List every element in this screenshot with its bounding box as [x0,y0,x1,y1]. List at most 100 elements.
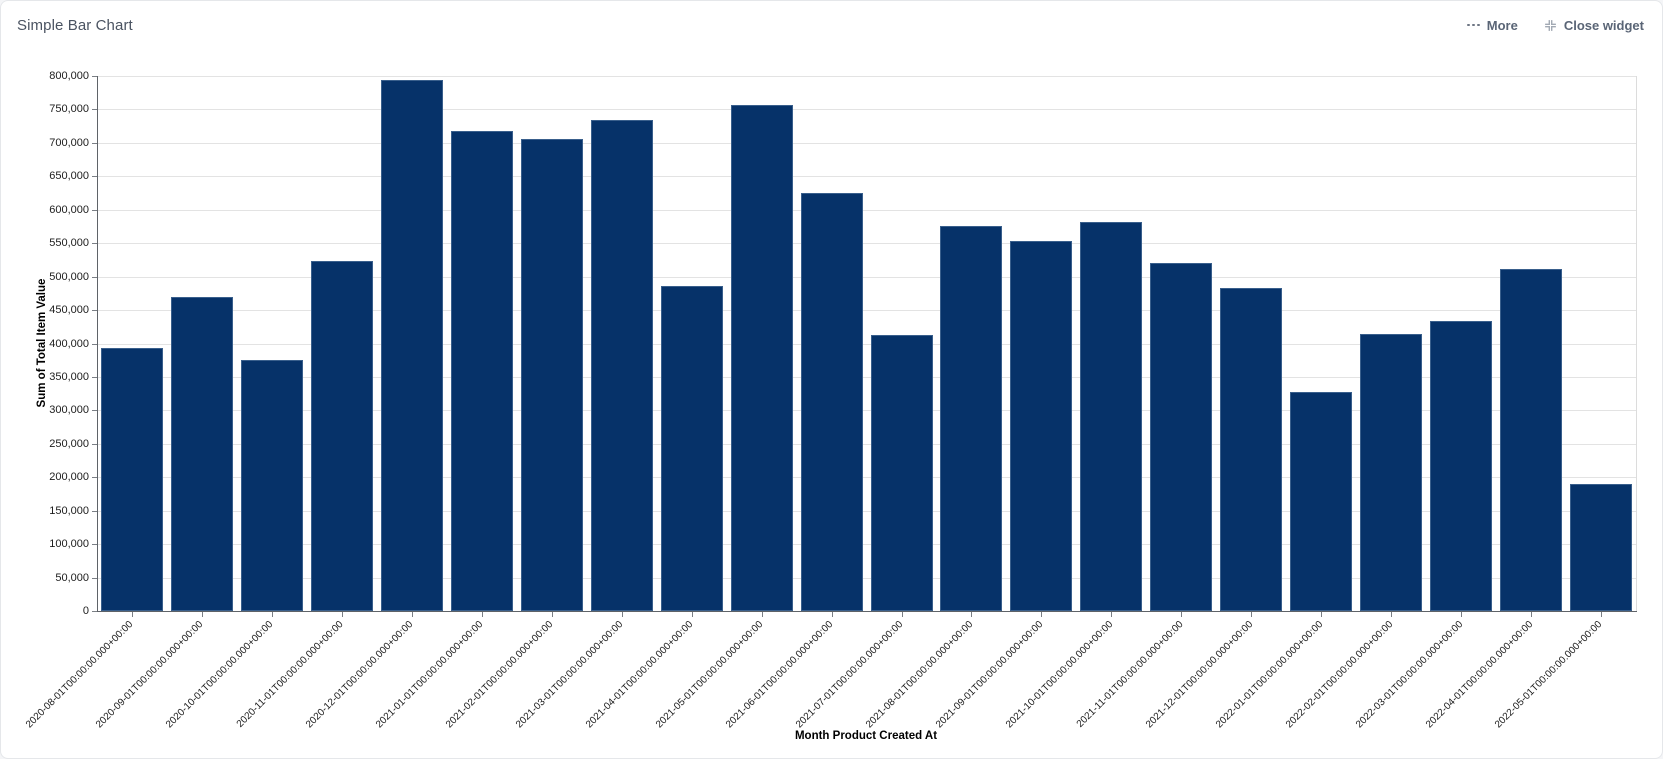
y-tick-label: 250,000 [49,438,89,450]
x-axis-title: Month Product Created At [794,730,938,742]
gridline [97,410,1636,411]
y-tick-mark [92,377,97,378]
x-tick-mark [1041,612,1043,617]
x-tick-mark [1321,612,1323,617]
y-tick-mark [92,243,97,244]
x-tick-mark [621,612,623,617]
more-button[interactable]: More [1467,18,1518,33]
y-tick-label: 200,000 [49,471,89,483]
x-tick-mark [411,612,413,617]
x-tick-mark [1251,612,1253,617]
bar[interactable] [170,297,233,611]
bar[interactable] [101,348,163,611]
x-tick-mark [971,612,973,617]
bar[interactable] [590,120,653,611]
x-tick-mark [201,612,203,617]
close-widget-button[interactable]: Close widget [1544,18,1644,33]
bar[interactable] [730,105,793,611]
y-tick-mark [92,143,97,144]
x-tick-mark [341,612,343,617]
y-tick-mark [92,511,97,512]
y-tick-mark [92,444,97,445]
y-tick-mark [92,176,97,177]
gridline [97,544,1636,545]
bar[interactable] [1010,241,1073,611]
x-tick-mark [132,612,133,617]
gridline [97,76,1636,77]
y-tick-label: 300,000 [49,404,89,416]
y-tick-mark [92,344,97,345]
widget-title: Simple Bar Chart [17,16,133,34]
bar[interactable] [1430,321,1493,611]
y-tick-label: 750,000 [49,103,89,115]
bar[interactable] [940,226,1003,611]
bar[interactable] [1570,484,1632,611]
y-axis-line [97,76,98,611]
y-tick-label: 700,000 [49,137,89,149]
x-tick-mark [1391,612,1393,617]
bar[interactable] [380,80,443,611]
bar[interactable] [450,131,513,611]
y-tick-label: 150,000 [49,505,89,517]
bar[interactable] [870,335,933,611]
collapse-icon [1544,19,1557,32]
bar[interactable] [1080,222,1143,611]
more-dots-icon [1467,23,1480,27]
gridline [97,176,1636,177]
bar[interactable] [1150,263,1213,611]
gridline [97,277,1636,278]
y-tick-label: 650,000 [49,170,89,182]
gridline [97,310,1636,311]
y-tick-label: 550,000 [49,237,89,249]
y-tick-label: 400,000 [49,338,89,350]
y-tick-mark [92,410,97,411]
y-tick-label: 50,000 [55,572,89,584]
bar[interactable] [520,139,583,611]
gridline [97,444,1636,445]
x-tick-label: 2020-08-01T00:00:00.000+00:00 [24,619,136,731]
gridline [97,344,1636,345]
bar[interactable] [310,261,373,611]
x-tick-mark [551,612,553,617]
y-tick-mark [92,76,97,77]
x-tick-mark [901,612,903,617]
gridline [97,477,1636,478]
x-axis-line [97,611,1637,612]
x-tick-mark [271,612,273,617]
y-tick-label: 500,000 [49,271,89,283]
bar[interactable] [800,193,863,611]
header-actions: More Close widget [1467,18,1644,33]
y-tick-label: 450,000 [49,304,89,316]
y-tick-mark [92,477,97,478]
gridline [97,210,1636,211]
bar[interactable] [1290,392,1353,611]
bar[interactable] [240,360,303,611]
y-tick-label: 600,000 [49,204,89,216]
gridline [97,243,1636,244]
x-tick-mark [1181,612,1183,617]
y-tick-label: 0 [82,605,89,617]
bar[interactable] [1360,334,1423,611]
x-tick-mark [761,612,763,617]
y-tick-label: 350,000 [49,371,89,383]
close-widget-label: Close widget [1563,17,1644,33]
more-button-label: More [1486,17,1518,33]
gridline [97,578,1636,579]
plot-right-border [1636,76,1637,611]
y-tick-mark [92,310,97,311]
bar[interactable] [660,286,723,611]
gridline [97,377,1636,378]
y-tick-mark [92,210,97,211]
x-tick-mark [1111,612,1113,617]
x-tick-mark [1461,612,1463,617]
y-tick-mark [92,544,97,545]
y-tick-mark [92,578,97,579]
bar[interactable] [1500,269,1563,611]
y-tick-mark [92,277,97,278]
bar[interactable] [1220,288,1283,611]
x-tick-mark [481,612,483,617]
y-tick-mark [92,109,97,110]
x-tick-mark [691,612,693,617]
